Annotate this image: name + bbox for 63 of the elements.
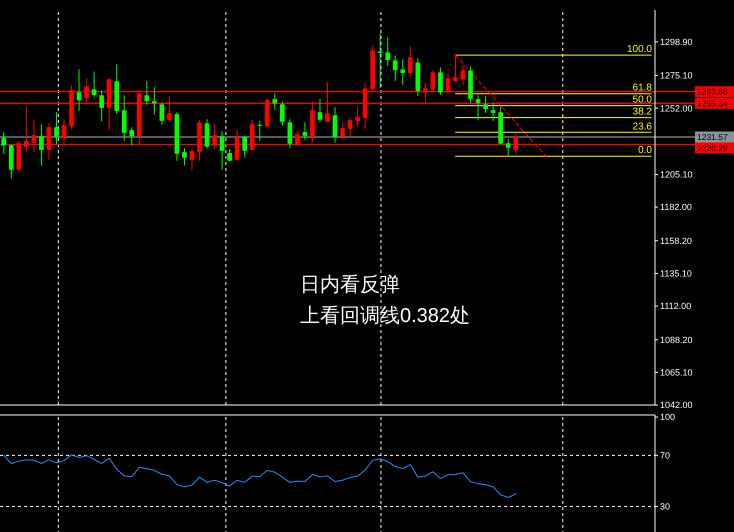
candlestick xyxy=(129,126,134,146)
candlestick xyxy=(438,66,443,96)
candlestick xyxy=(318,98,322,122)
candlestick xyxy=(506,138,511,157)
ref-line-label: 1226.29 xyxy=(697,142,728,153)
y-tick-label: 30 xyxy=(660,502,670,512)
series-label: 61.8 xyxy=(632,82,652,94)
candlestick xyxy=(490,102,496,122)
candlestick xyxy=(385,36,390,66)
candlestick xyxy=(242,136,248,158)
candlestick xyxy=(460,64,466,86)
candlestick xyxy=(76,68,82,112)
y-tick-label: 1112.00 xyxy=(660,301,692,312)
candlestick xyxy=(332,106,338,144)
candlestick xyxy=(280,100,285,126)
ref-line-label: 1263.66 xyxy=(697,86,728,97)
series-label: 0.0 xyxy=(638,145,652,156)
series-label: 38.2 xyxy=(632,106,652,118)
candlestick xyxy=(1,132,6,154)
y-tick-label: 1065.10 xyxy=(660,367,693,378)
y-tick-label: 1135.10 xyxy=(660,268,692,279)
candlestick xyxy=(227,148,232,162)
y-tick-label: 1042.00 xyxy=(660,400,693,410)
candlestick xyxy=(483,96,488,114)
candlestick xyxy=(355,106,360,128)
candlestick xyxy=(190,148,194,172)
candlestick xyxy=(408,46,413,78)
candlestick xyxy=(220,130,224,170)
candlestick xyxy=(272,92,278,110)
y-tick-label: 1158.20 xyxy=(660,236,692,246)
y-tick-label: 1182.00 xyxy=(660,202,692,212)
y-tick-label: 1088.20 xyxy=(660,334,693,345)
candlestick xyxy=(476,94,480,120)
y-tick-label: 1275.10 xyxy=(660,70,693,81)
series-label: 23.6 xyxy=(632,121,652,132)
candlestick xyxy=(39,124,44,166)
candlestick xyxy=(400,58,406,86)
candlestick xyxy=(302,122,308,140)
series-label: 50.0 xyxy=(632,94,652,106)
candlestick xyxy=(99,90,104,122)
candlestick xyxy=(348,118,352,138)
y-tick-label: 100 xyxy=(660,412,676,422)
line-series xyxy=(3,454,516,498)
candlestick xyxy=(122,94,127,142)
annotation: 日内看反弹 xyxy=(300,274,400,296)
annotation: 上看回调线0.382处 xyxy=(300,305,470,327)
candlestick xyxy=(288,118,292,148)
candlestick xyxy=(92,70,96,98)
y-tick-label: 1205.10 xyxy=(660,170,693,180)
candlestick xyxy=(152,86,157,116)
candlestick xyxy=(257,120,262,142)
y-tick-label: 1252.00 xyxy=(660,103,693,114)
y-tick-label: 70 xyxy=(660,450,670,460)
candlestick xyxy=(182,148,187,166)
candlestick xyxy=(392,54,398,82)
y-tick-label: 1298.90 xyxy=(660,36,693,47)
ref-line-label: 1255.34 xyxy=(697,98,728,108)
candlestick xyxy=(204,118,210,150)
candlestick xyxy=(160,102,164,126)
candlestick xyxy=(340,122,345,140)
series-label: 100.0 xyxy=(626,44,652,56)
ref-line-label: 1231.57 xyxy=(697,132,728,142)
candlestick xyxy=(54,112,59,145)
